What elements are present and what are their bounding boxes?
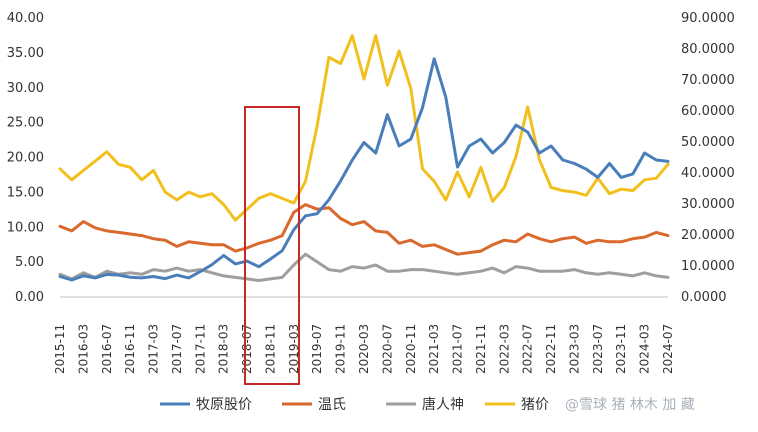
legend: 牧原股价 温氏 唐人神 猪价 @雪球 猪 林木 加 藏 xyxy=(160,396,695,413)
x-tick-label-11: 2019-07 xyxy=(310,324,324,374)
x-tick-label-26: 2024-07 xyxy=(661,324,675,374)
right-axis: 0.0000 10.0000 20.0000 30.0000 40.0000 50.000… xyxy=(681,11,735,305)
x-tick-label-2: 2016-07 xyxy=(100,324,114,374)
x-tick-label-6: 2017-11 xyxy=(193,324,207,374)
series-line-3 xyxy=(58,34,670,222)
x-tick-label-10: 2019-03 xyxy=(287,324,301,374)
right-tick-label-8: 80.0000 xyxy=(681,42,735,57)
x-tick-label-17: 2021-07 xyxy=(451,324,465,374)
x-tick-label-22: 2023-03 xyxy=(567,324,581,374)
x-tick-label-0: 2015-11 xyxy=(53,324,67,374)
series-layer xyxy=(58,34,670,282)
x-tick-label-24: 2023-11 xyxy=(614,324,628,374)
left-tick-label-4: 20.00 xyxy=(7,151,44,166)
right-tick-label-4: 40.0000 xyxy=(681,166,735,181)
watermark-text: @雪球 猪 林木 加 藏 xyxy=(565,397,695,413)
left-tick-label-3: 15.00 xyxy=(7,185,44,200)
x-tick-label-1: 2016-03 xyxy=(76,324,90,374)
x-tick-label-12: 2019-11 xyxy=(334,324,348,374)
x-tick-label-5: 2017-07 xyxy=(170,324,184,374)
left-tick-label-8: 40.00 xyxy=(7,11,44,26)
legend-label-0: 牧原股价 xyxy=(196,397,252,413)
left-tick-label-5: 25.00 xyxy=(7,116,44,131)
x-tick-label-9: 2018-11 xyxy=(263,324,277,374)
x-tick-label-14: 2020-07 xyxy=(380,324,394,374)
x-tick-label-7: 2018-03 xyxy=(217,324,231,374)
x-tick-label-15: 2020-11 xyxy=(404,324,418,374)
x-axis: 2015-11 2016-03 2016-07 2016-11 2017-03 2017-… xyxy=(53,296,675,374)
highlight-box xyxy=(244,106,300,385)
left-tick-label-7: 35.00 xyxy=(7,46,44,61)
series-line-0 xyxy=(58,57,670,282)
x-tick-label-16: 2021-03 xyxy=(427,324,441,374)
x-tick-label-19: 2022-03 xyxy=(497,324,511,374)
right-tick-label-3: 30.0000 xyxy=(681,197,735,212)
series-line-1 xyxy=(58,203,670,256)
left-tick-label-6: 30.00 xyxy=(7,81,44,96)
series-line-2 xyxy=(58,252,670,282)
left-axis: 0.00 5.00 10.00 15.00 20.00 25.00 30.00 35.00 40… xyxy=(7,11,44,305)
x-tick-label-18: 2021-11 xyxy=(474,324,488,374)
x-tick-label-25: 2024-03 xyxy=(638,324,652,374)
x-tick-label-20: 2022-07 xyxy=(521,324,535,374)
x-tick-label-3: 2016-11 xyxy=(123,324,137,374)
x-tick-label-21: 2022-11 xyxy=(544,324,558,374)
right-tick-label-9: 90.0000 xyxy=(681,11,735,26)
legend-label-1: 温氏 xyxy=(318,397,346,413)
right-tick-label-7: 70.0000 xyxy=(681,73,735,88)
legend-label-2: 唐人神 xyxy=(422,396,464,413)
right-tick-label-1: 10.0000 xyxy=(681,259,735,274)
left-tick-label-1: 5.00 xyxy=(15,255,44,270)
left-tick-label-2: 10.00 xyxy=(7,220,44,235)
x-tick-label-13: 2020-03 xyxy=(357,324,371,374)
legend-label-3: 猪价 xyxy=(521,397,549,413)
right-tick-label-5: 50.0000 xyxy=(681,135,735,150)
right-tick-label-2: 20.0000 xyxy=(681,228,735,243)
right-tick-label-6: 60.0000 xyxy=(681,104,735,119)
x-tick-label-8: 2018-07 xyxy=(240,324,254,374)
right-tick-label-0: 0.0000 xyxy=(681,290,727,305)
x-tick-label-4: 2017-03 xyxy=(147,324,161,374)
left-tick-label-0: 0.00 xyxy=(15,290,44,305)
x-tick-label-23: 2023-07 xyxy=(591,324,605,374)
